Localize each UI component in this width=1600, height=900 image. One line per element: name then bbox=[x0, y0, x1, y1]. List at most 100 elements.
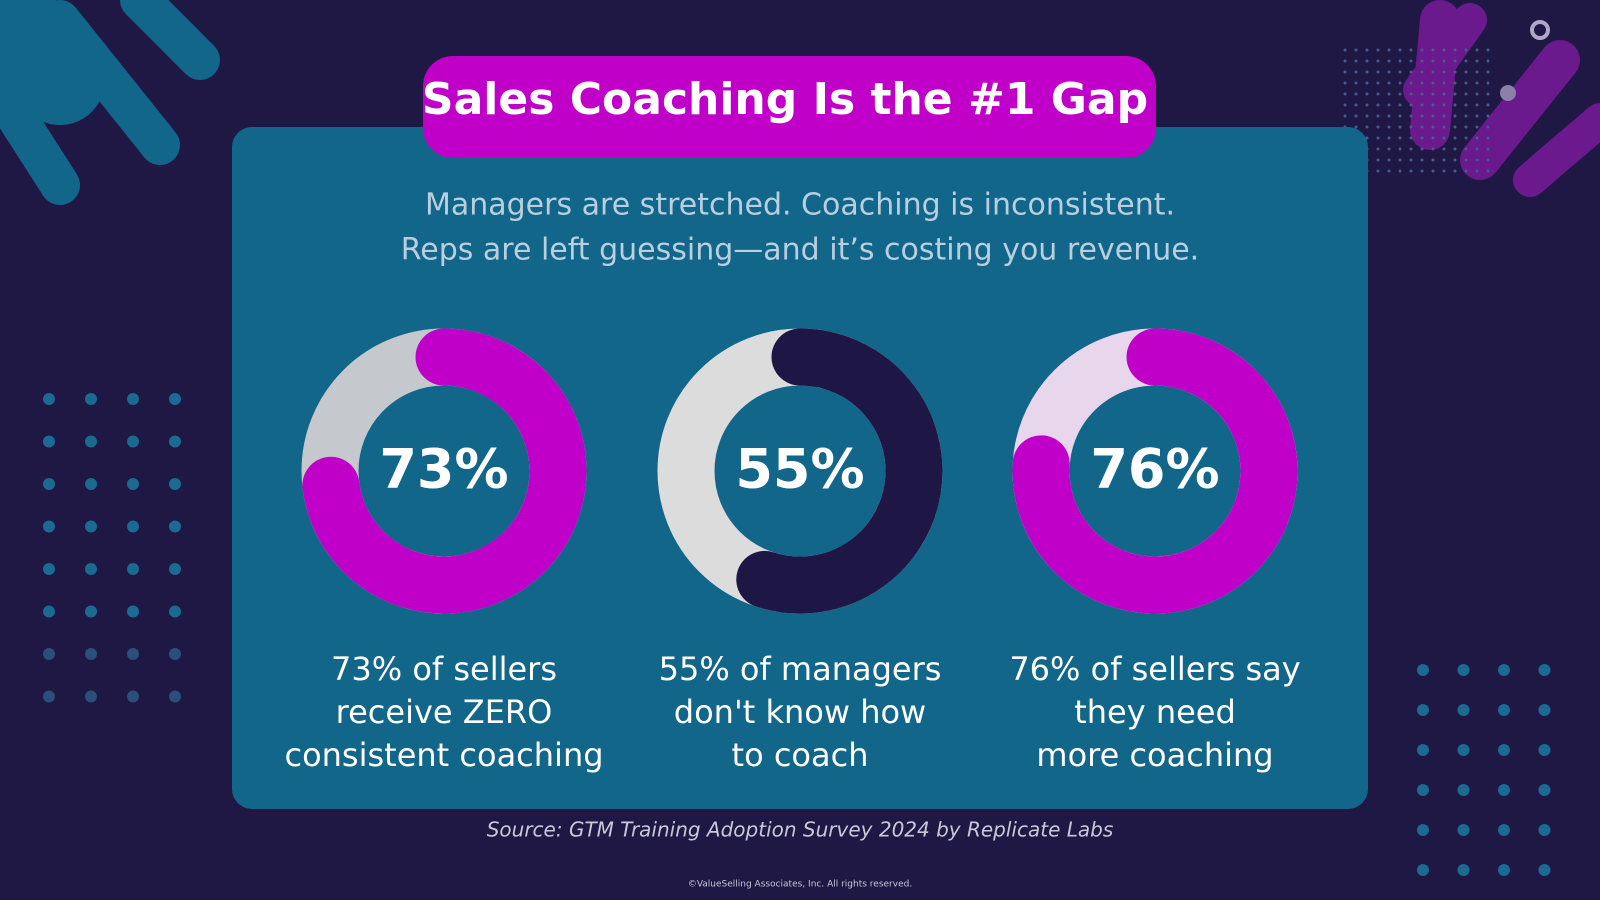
decor-dot bbox=[1457, 864, 1470, 876]
decor-dot bbox=[1417, 824, 1429, 836]
decor-dot bbox=[1409, 70, 1413, 74]
decor-dot bbox=[1464, 81, 1468, 85]
decor-dot bbox=[1538, 784, 1551, 796]
decor-dot bbox=[1442, 169, 1446, 173]
decor-dot bbox=[1409, 169, 1413, 173]
decor-top-right bbox=[1403, 0, 1600, 197]
decor-dot bbox=[1343, 59, 1347, 63]
decor-dot bbox=[1387, 48, 1391, 52]
decor-dot bbox=[85, 435, 97, 448]
decor-dot bbox=[1431, 125, 1435, 129]
decor-dot bbox=[1376, 92, 1380, 96]
decor-dot bbox=[1365, 114, 1369, 118]
decor-dot bbox=[1538, 824, 1551, 836]
decor-dot bbox=[43, 648, 55, 660]
decor-dot bbox=[1457, 704, 1470, 716]
decor-dot bbox=[1387, 136, 1391, 140]
decor-dot bbox=[1464, 125, 1468, 129]
decor-dot bbox=[1409, 92, 1413, 96]
decor-dot bbox=[1464, 70, 1468, 74]
decor-dot bbox=[1376, 59, 1380, 63]
decor-dot bbox=[1464, 103, 1468, 107]
decor-dot bbox=[1538, 864, 1551, 876]
decor-dot bbox=[1387, 125, 1391, 129]
caption-line: don't know how bbox=[674, 693, 926, 731]
decor-stroke bbox=[1460, 40, 1580, 180]
decor-dot bbox=[127, 478, 139, 490]
decor-dot bbox=[1475, 114, 1479, 118]
caption-line: they need bbox=[1074, 693, 1236, 731]
decor-dot bbox=[1409, 48, 1413, 52]
decor-dot bbox=[1365, 103, 1369, 107]
caption-line: 76% of sellers say bbox=[1009, 650, 1300, 688]
decor-dot bbox=[1431, 158, 1435, 162]
decor-dot bbox=[1486, 59, 1490, 63]
decor-dot bbox=[1417, 704, 1429, 716]
decor-dot bbox=[85, 520, 97, 533]
decor-dot bbox=[1354, 103, 1358, 107]
decor-dot bbox=[1376, 147, 1380, 151]
decor-dot bbox=[1376, 81, 1380, 85]
decor-stroke bbox=[0, 54, 80, 205]
decor-dot bbox=[1475, 147, 1479, 151]
decor-stroke bbox=[120, 0, 220, 80]
decor-dot bbox=[1500, 85, 1516, 101]
decor-dot bbox=[1431, 92, 1435, 96]
decor-dot bbox=[1387, 92, 1391, 96]
decor-dot bbox=[1475, 48, 1479, 52]
decor-dot bbox=[1464, 169, 1468, 173]
donut-value-label: 55% bbox=[735, 438, 864, 501]
decor-dot bbox=[1387, 103, 1391, 107]
decor-dot bbox=[1398, 48, 1402, 52]
decor-dot bbox=[1431, 103, 1435, 107]
decor-dot bbox=[1376, 125, 1380, 129]
decor-dot bbox=[1365, 48, 1369, 52]
decor-dot bbox=[1498, 824, 1510, 836]
decor-dot bbox=[1376, 70, 1380, 74]
decor-dot bbox=[1475, 169, 1479, 173]
decor-dot bbox=[1398, 147, 1402, 151]
decor-dot bbox=[1420, 147, 1424, 151]
decor-dot bbox=[1464, 92, 1468, 96]
decor-dot bbox=[1398, 158, 1402, 162]
title-pill bbox=[423, 56, 1156, 158]
caption-line: to coach bbox=[732, 736, 869, 774]
donut-arc bbox=[736, 328, 943, 614]
donut-value-label: 73% bbox=[379, 438, 508, 501]
donut-arc bbox=[302, 328, 587, 614]
decor-dot bbox=[1442, 70, 1446, 74]
decor-dot bbox=[1475, 59, 1479, 63]
decor-dot bbox=[1409, 114, 1413, 118]
decor-dot bbox=[169, 605, 181, 618]
decor-dot bbox=[1442, 59, 1446, 63]
decor-dot bbox=[1475, 125, 1479, 129]
decor-dot bbox=[1354, 48, 1358, 52]
decor-dot bbox=[1453, 147, 1457, 151]
decor-dot bbox=[1420, 70, 1424, 74]
decor-dot bbox=[1538, 704, 1551, 716]
decor-dot bbox=[43, 393, 55, 405]
decor-dot bbox=[1453, 125, 1457, 129]
decor-dot bbox=[1486, 158, 1490, 162]
decor-dot bbox=[43, 520, 55, 533]
decor-dot bbox=[1354, 81, 1358, 85]
title: Sales Coaching Is the #1 Gap bbox=[422, 74, 1148, 125]
decor-dot bbox=[1387, 70, 1391, 74]
decor-dot bbox=[1475, 103, 1479, 107]
decor-dot bbox=[1409, 136, 1413, 140]
decor-dot bbox=[1453, 158, 1457, 162]
decor-dot bbox=[169, 435, 181, 448]
decor-dot bbox=[1409, 125, 1413, 129]
decor-dot bbox=[1486, 92, 1490, 96]
decor-dot bbox=[1365, 136, 1369, 140]
decor-dot bbox=[1442, 136, 1446, 140]
decor-dot bbox=[1398, 92, 1402, 96]
decor-dot bbox=[1376, 114, 1380, 118]
decor-dot bbox=[1431, 114, 1435, 118]
decor-dot bbox=[1431, 70, 1435, 74]
decor-dot bbox=[1475, 70, 1479, 74]
decor-dot bbox=[1442, 81, 1446, 85]
decor-dot bbox=[127, 690, 139, 703]
decor-dot bbox=[43, 690, 55, 703]
caption-line: 73% of sellers bbox=[331, 650, 557, 688]
